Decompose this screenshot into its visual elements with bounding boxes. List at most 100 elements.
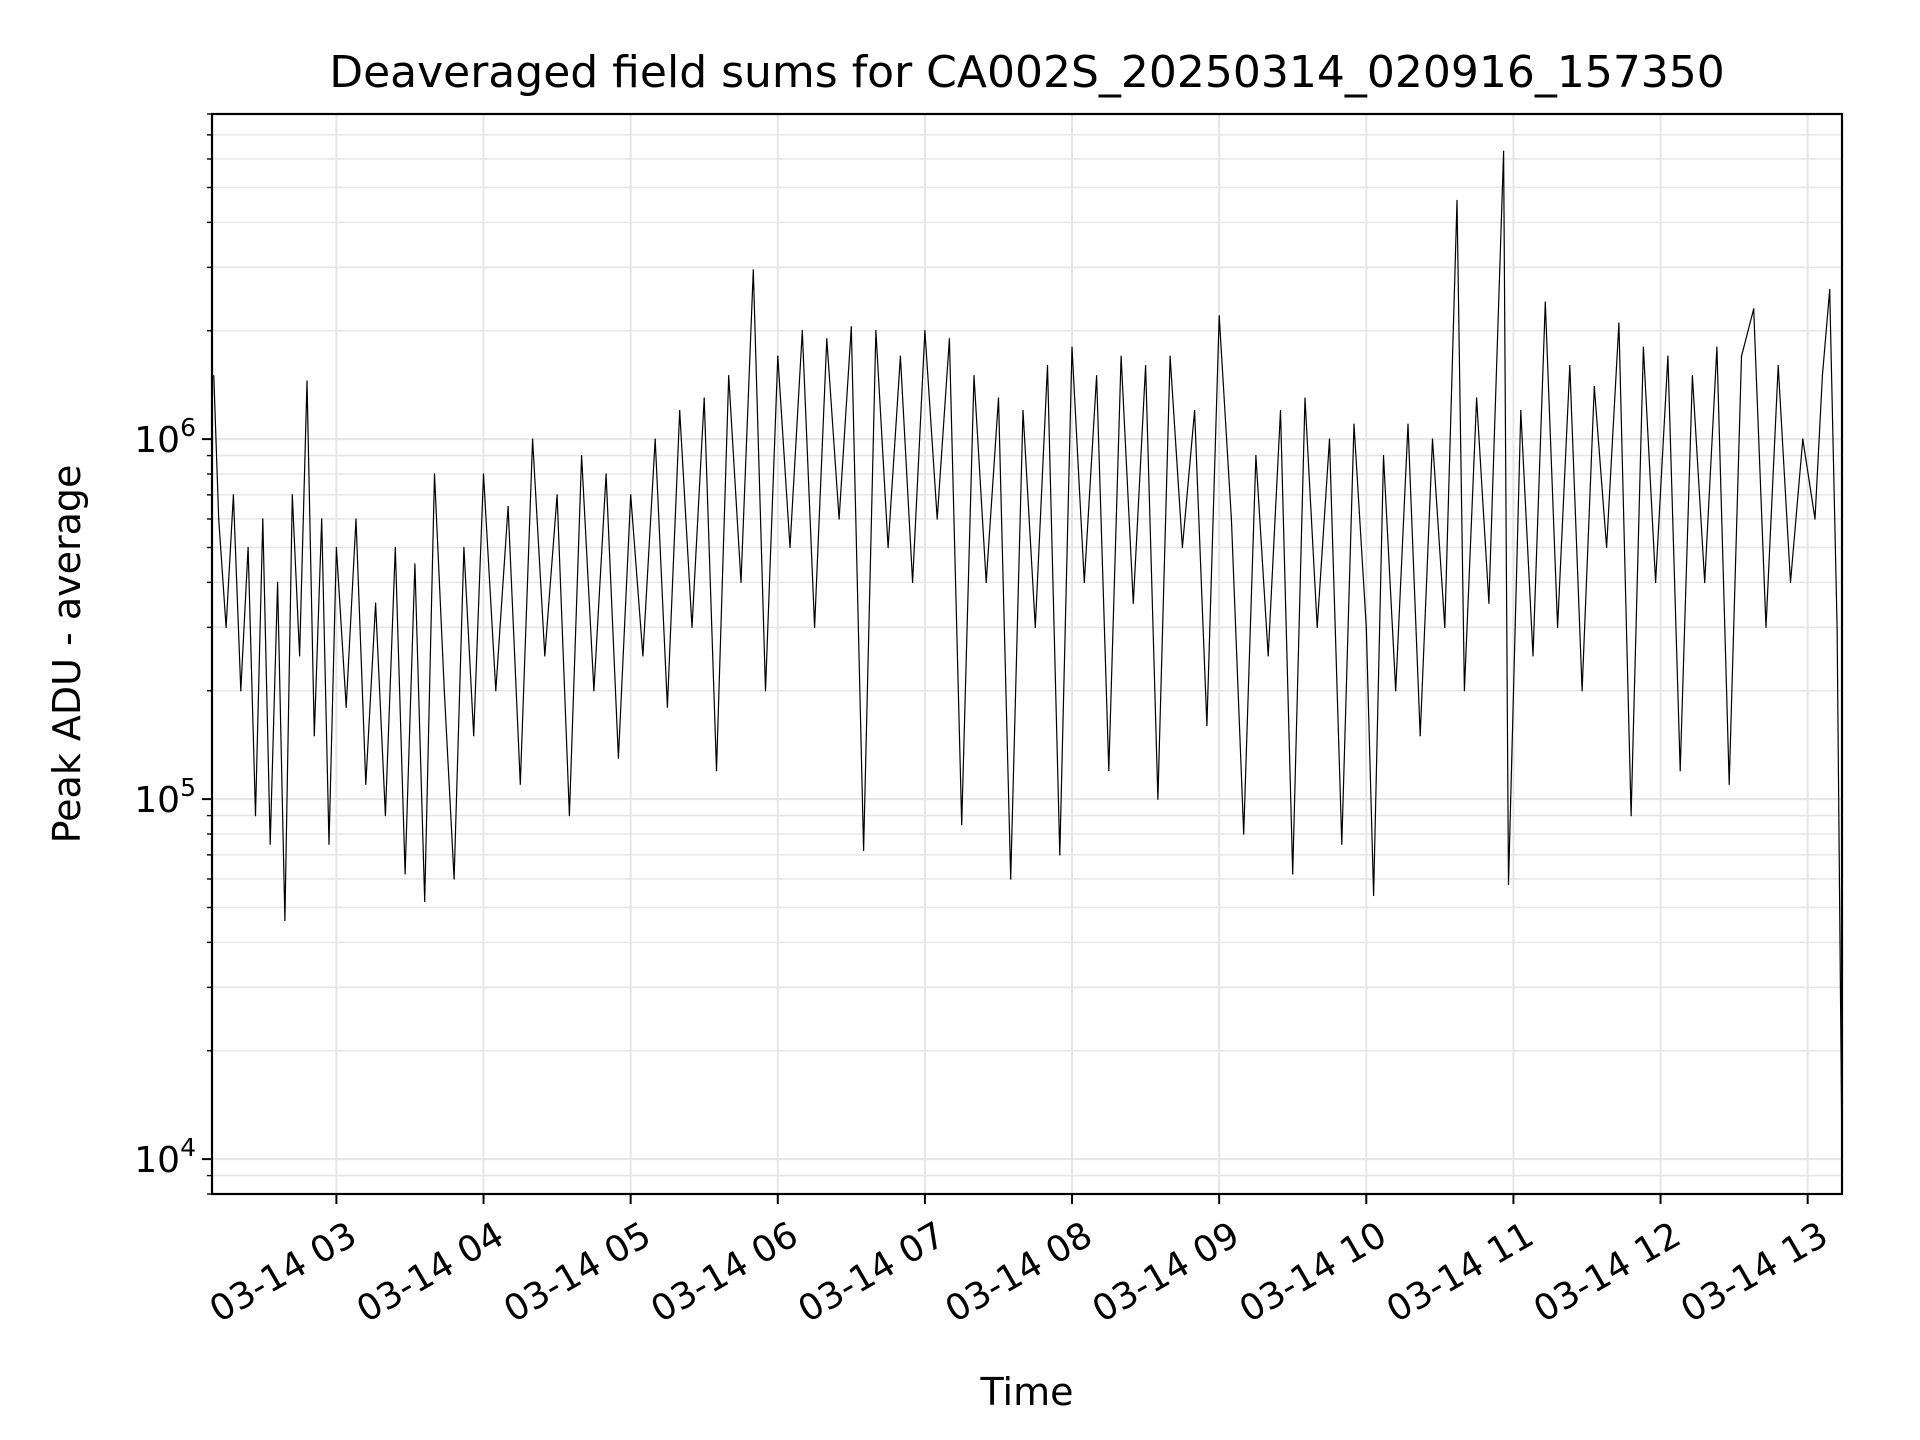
data-point [291,494,293,496]
series-layer [213,150,1843,1160]
y-tick-label: 104 [134,1133,196,1181]
data-point [355,518,357,520]
data-point [1802,438,1804,440]
data-point [1667,355,1669,357]
data-point [1353,423,1355,425]
data-point [1373,894,1375,897]
data-point [863,849,865,852]
data-point [473,735,475,737]
data-point [1581,690,1583,692]
data-point [544,655,546,657]
data-point [443,690,445,692]
data-point [961,823,963,826]
data-point [365,783,367,785]
data-point [1365,626,1367,628]
data-point [1655,581,1657,584]
data-point [335,546,337,549]
data-point [1206,725,1208,727]
data-point [1395,690,1397,692]
y-tick-label: 105 [134,773,196,821]
data-point [1034,626,1036,628]
data-point [1488,602,1490,604]
data-point [887,546,889,549]
data-point [1821,375,1823,377]
data-point [1316,626,1318,628]
data-point [1716,346,1718,348]
data-point [1083,581,1085,584]
chart-title: Deaveraged field sums for CA002S_2025031… [329,47,1725,98]
data-point [463,546,465,549]
data-point [1593,385,1595,388]
data-point [1120,355,1122,357]
data-point [985,581,987,584]
data-point [254,815,257,817]
data-point [414,563,416,565]
data-point [764,690,767,692]
data-point [1157,798,1159,800]
data-point [1836,626,1838,628]
data-point [605,473,607,475]
data-point [232,494,234,496]
data-point [424,900,426,903]
data-point [277,581,279,584]
data-point [1753,308,1755,310]
data-point [826,338,828,340]
data-point [948,338,951,340]
data-point [642,655,644,657]
data-point [1606,546,1608,549]
data-point [1829,289,1831,291]
data-point [1765,626,1767,628]
data-point [299,655,301,657]
data-point [752,269,754,271]
data-point [679,410,681,412]
data-point [789,546,791,549]
data-point [321,518,323,520]
data-point [1341,843,1343,845]
data-point [1789,581,1792,584]
data-point [375,602,377,604]
data-point [247,546,249,549]
data-point [225,626,227,628]
data-point [1022,410,1024,412]
data-point [1194,410,1196,412]
data-point [384,815,386,817]
data-point [740,581,742,584]
data-point [1071,346,1073,348]
data-point [1728,783,1730,785]
data-point [997,397,1000,399]
data-point [924,330,926,332]
data-point [838,518,840,520]
data-point [1630,815,1632,817]
data-point [532,438,534,440]
data-point [1279,410,1282,412]
data-point [519,783,521,785]
data-point [1532,655,1534,657]
y-axis-label: Peak ADU - average [45,465,89,844]
data-point [777,355,779,357]
data-point [345,706,347,708]
data-point [213,375,215,377]
data-point [1328,438,1331,440]
data-point [1108,770,1110,772]
data-point [1814,518,1816,520]
data-point [394,546,396,549]
data-point [1255,455,1257,457]
data-point [1520,410,1522,412]
data-point [404,873,406,875]
data-point [666,706,669,708]
data-point [1169,355,1171,357]
data-point [581,455,583,457]
data-point [1382,455,1385,457]
data-point [1507,883,1510,885]
data-point [1407,423,1409,425]
data-point [1618,322,1620,324]
data-point [703,397,705,399]
data-point [1777,365,1779,367]
grid-lines [212,113,1842,1195]
data-point [433,473,436,475]
data-point [1096,375,1098,377]
data-point [218,518,220,520]
data-point [654,438,656,440]
data-point [453,878,455,880]
